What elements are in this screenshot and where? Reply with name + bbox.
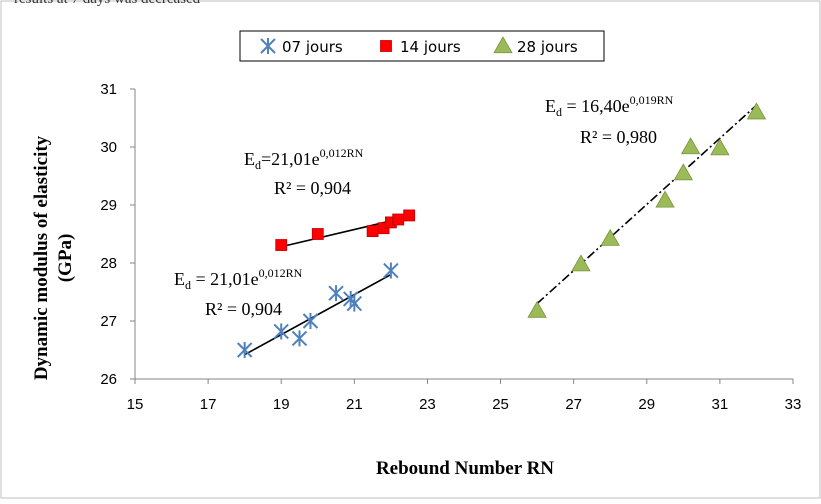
data-points	[236, 102, 767, 358]
x-tick-label: 31	[712, 396, 729, 413]
legend-label-2: 28 jours	[517, 38, 578, 56]
x-tick-label: 29	[638, 396, 655, 413]
y-axis-title-line2: (GPa)	[55, 234, 76, 283]
data-point-series-0	[273, 323, 289, 340]
legend-box	[239, 30, 605, 62]
y-tick-label: 28	[100, 255, 117, 272]
data-point-series-2	[571, 254, 591, 272]
y-tick-label: 31	[100, 81, 117, 98]
data-point-series-2	[527, 300, 547, 318]
y-tick-label: 29	[100, 197, 117, 214]
data-point-series-1	[311, 228, 324, 240]
x-tick-label: 33	[785, 396, 802, 413]
data-point-series-1	[366, 225, 379, 238]
data-point-series-1	[403, 209, 416, 222]
x-tick-label: 25	[492, 396, 509, 413]
data-point-series-0	[328, 285, 344, 302]
y-tick-label: 30	[100, 139, 117, 156]
data-point-series-1	[392, 213, 405, 226]
x-tick-label: 17	[200, 396, 217, 413]
data-point-series-0	[302, 313, 319, 329]
x-tick-label: 19	[273, 396, 290, 413]
x-tick-label: 27	[565, 396, 582, 413]
legend-label-0: 07 jours	[282, 38, 343, 56]
data-point-series-2	[655, 190, 675, 208]
r-squared-1: R² = 0,904	[274, 178, 351, 198]
legend: 07 jours 14 jours 28 jours	[239, 30, 605, 62]
y-axis-title-line1: Dynamic modulus of elasticity	[31, 135, 52, 380]
data-point-series-0	[346, 295, 363, 312]
equation-2: Ed = 16,40e0,019RN	[545, 93, 674, 119]
caption-fragment: results at 7 days was decreased	[14, 0, 200, 8]
equations: Ed = 21,01e0,012RN R² = 0,904 Ed=21,01e0,0…	[174, 93, 674, 319]
data-point-series-2	[746, 102, 767, 120]
data-point-series-2	[680, 137, 701, 155]
legend-label-1: 14 jours	[400, 38, 461, 56]
axes: 15 17 19 21 23 25 27 29 31 33 26 27 28 29 30 31	[100, 81, 801, 413]
data-point-series-1	[275, 239, 288, 251]
x-axis-title: Rebound Number RN	[376, 458, 554, 479]
trendline-2	[536, 104, 757, 305]
data-point-series-2	[600, 228, 620, 246]
data-point-series-0	[383, 262, 399, 279]
y-axis-title: Dynamic modulus of elasticity (GPa)	[31, 135, 76, 380]
legend-marker-0	[260, 38, 276, 54]
legend-marker-1	[380, 40, 392, 52]
equation-1: Ed=21,01e0,012RN	[244, 146, 364, 172]
x-tick-label: 23	[419, 396, 436, 413]
r-squared-2: R² = 0,980	[580, 127, 657, 147]
data-point-series-2	[673, 163, 694, 181]
y-tick-label: 26	[100, 371, 117, 388]
legend-marker-2	[493, 36, 513, 54]
data-point-series-2	[710, 138, 730, 156]
y-tick-label: 27	[100, 313, 117, 330]
data-point-series-0	[236, 342, 253, 358]
data-point-series-0	[291, 330, 308, 347]
equation-0: Ed = 21,01e0,012RN	[174, 266, 303, 292]
x-tick-label: 15	[127, 396, 144, 413]
r-squared-0: R² = 0,904	[205, 299, 282, 319]
x-tick-label: 21	[346, 396, 363, 413]
